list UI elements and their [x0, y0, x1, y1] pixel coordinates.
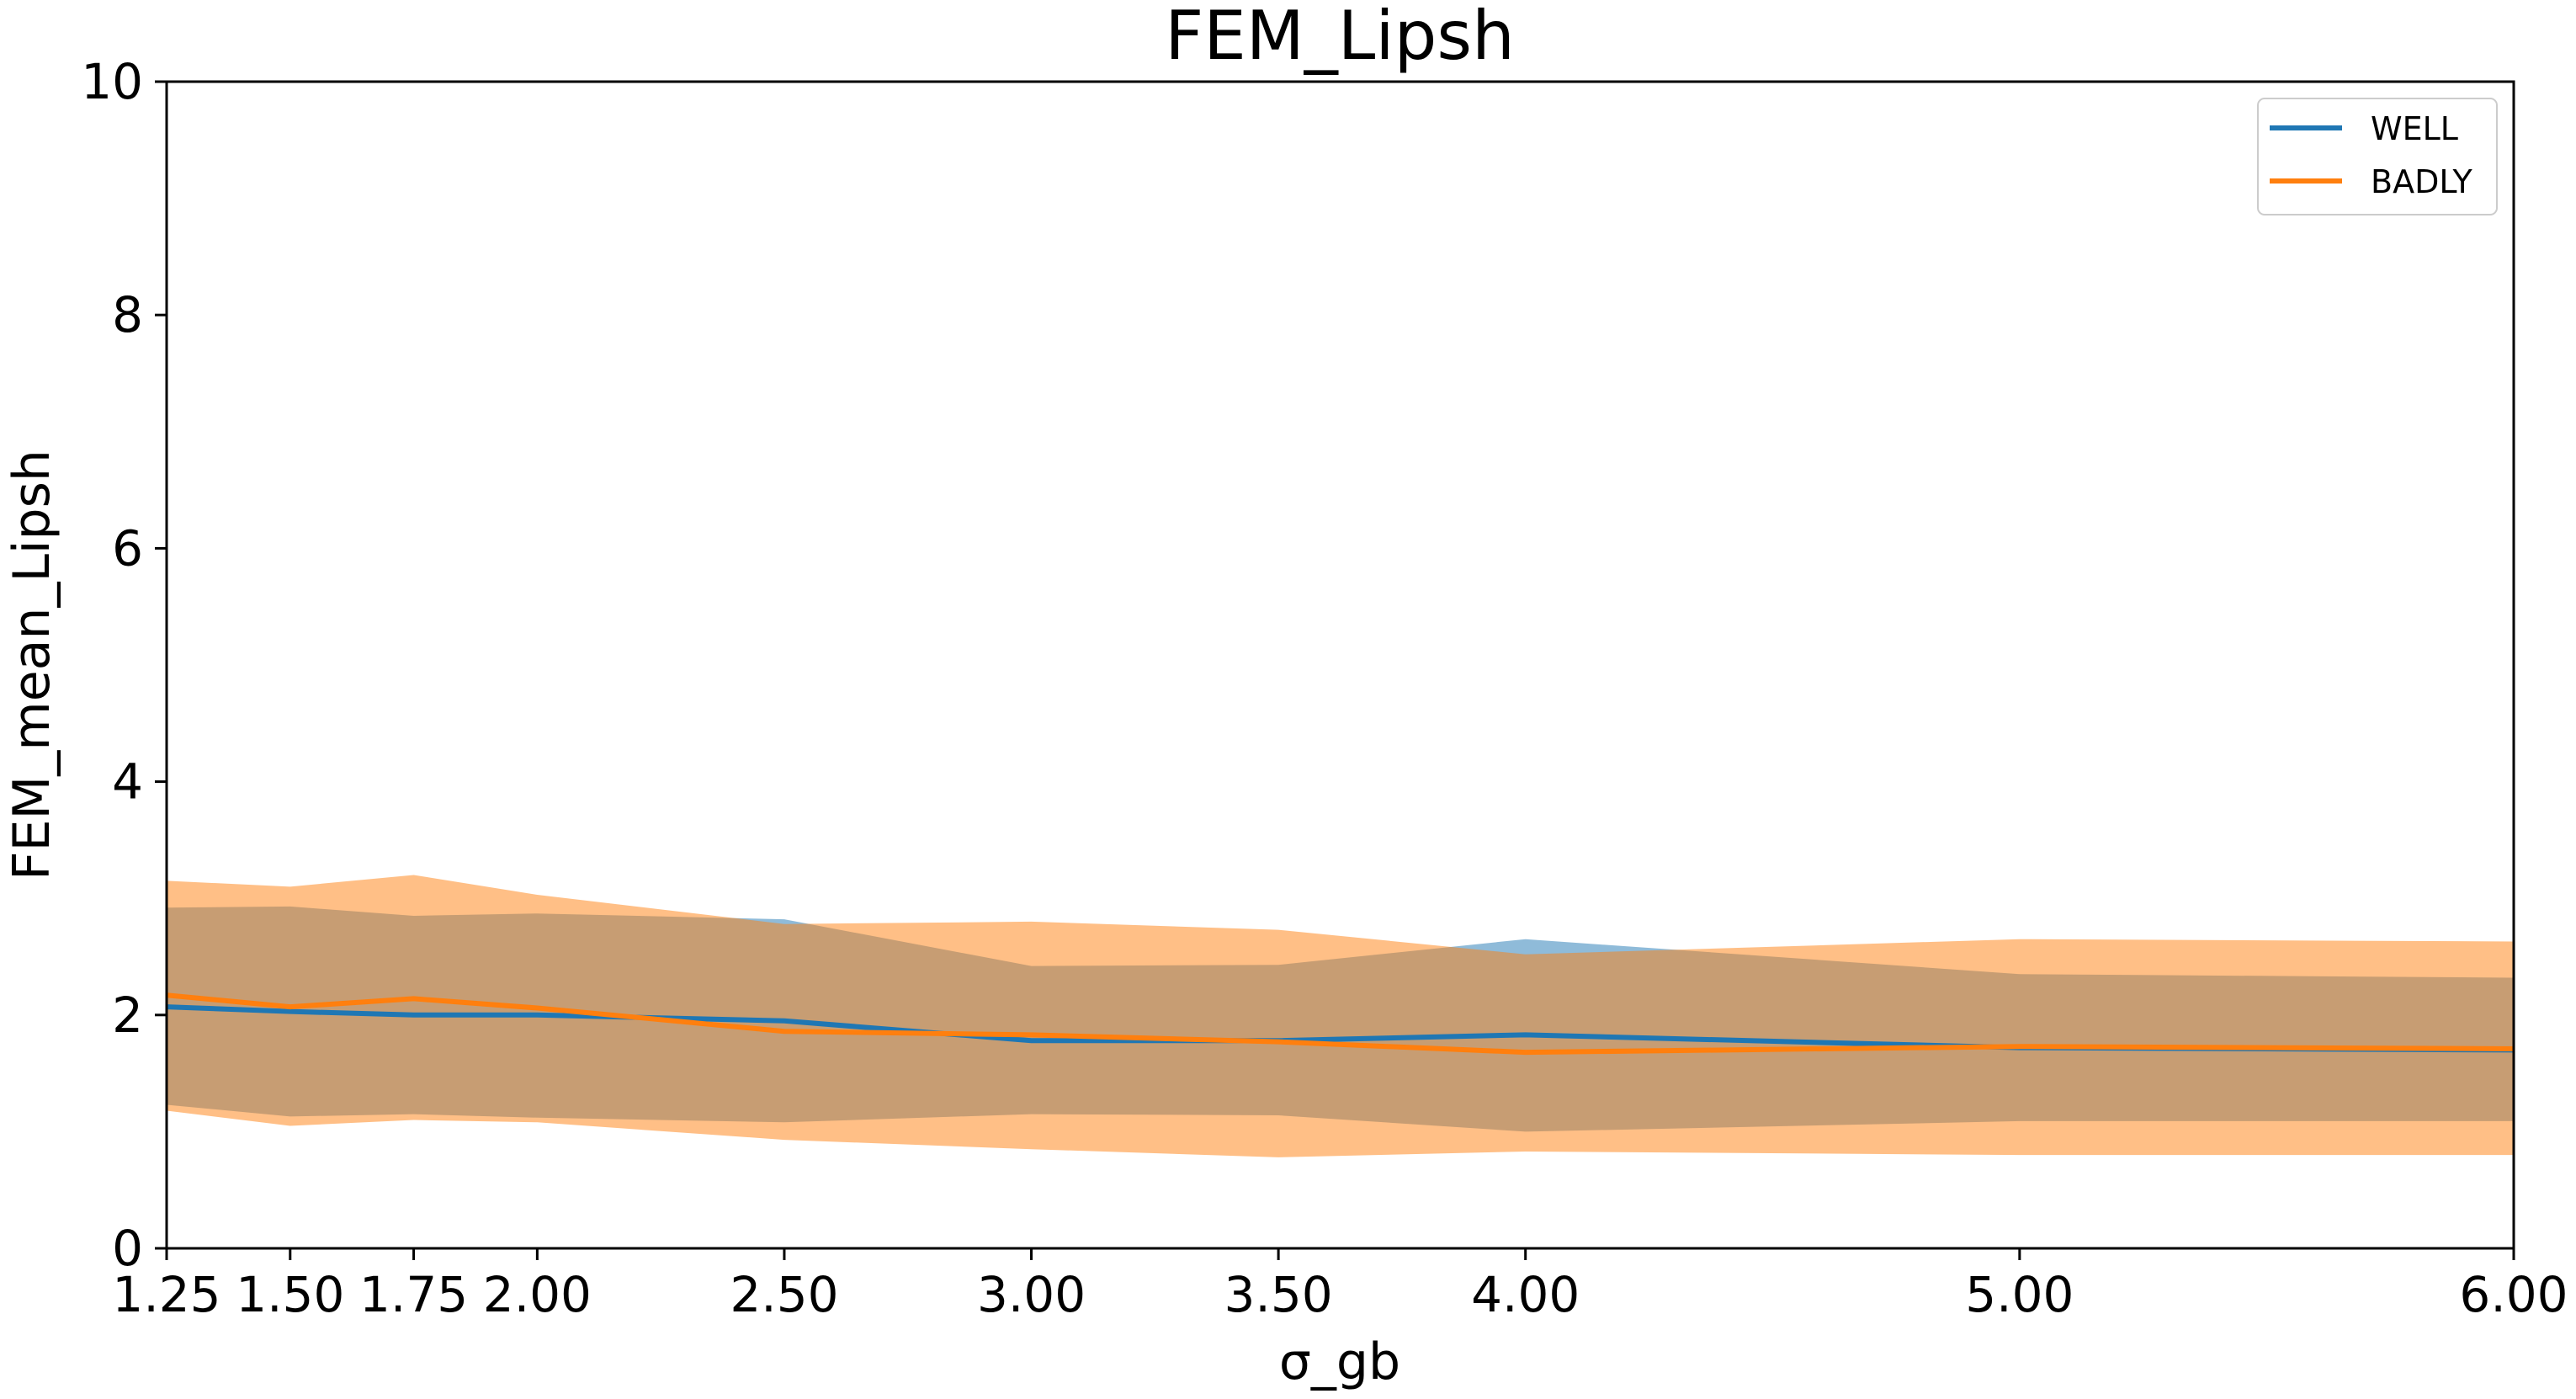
x-axis-ticks: 1.25 1.50 1.75 2.00 2.50 3.00 3.50 4.00 5.00 6.00	[112, 1248, 2568, 1323]
x-tick-label: 3.00	[977, 1266, 1086, 1323]
y-tick-label: 10	[81, 53, 143, 110]
x-tick-label: 1.25	[112, 1266, 220, 1323]
x-axis-title: σ_gb	[1279, 1333, 1400, 1391]
y-tick-label: 8	[112, 286, 143, 343]
y-tick-label: 6	[112, 519, 143, 577]
x-tick-label: 2.50	[730, 1266, 838, 1323]
legend-label-well: WELL	[2371, 110, 2458, 147]
legend: WELL BADLY	[2257, 98, 2498, 215]
x-tick-label: 5.00	[1965, 1266, 2074, 1323]
series-lines	[166, 992, 2515, 1056]
series-line-badly	[166, 992, 2515, 1056]
x-tick-label: 1.50	[236, 1266, 344, 1323]
plot-frame	[165, 80, 2515, 1250]
x-tick-label: 4.00	[1471, 1266, 1580, 1323]
y-tick-label: 2	[112, 987, 143, 1044]
y-tick-label: 0	[112, 1220, 143, 1277]
x-tick-label: 1.75	[359, 1266, 468, 1323]
y-axis-ticks: 0 2 4 6 8 10	[81, 53, 167, 1277]
chart-title: FEM_Lipsh	[1165, 0, 1515, 75]
legend-label-badly: BADLY	[2371, 163, 2472, 200]
confidence-bands	[167, 875, 2514, 1157]
y-tick-label: 4	[112, 753, 143, 811]
y-axis-title: FEM_mean_Lipsh	[3, 449, 61, 880]
x-tick-label: 2.00	[483, 1266, 592, 1323]
band-badly	[167, 875, 2514, 1157]
x-tick-label: 6.00	[2459, 1266, 2568, 1323]
x-tick-label: 3.50	[1224, 1266, 1333, 1323]
